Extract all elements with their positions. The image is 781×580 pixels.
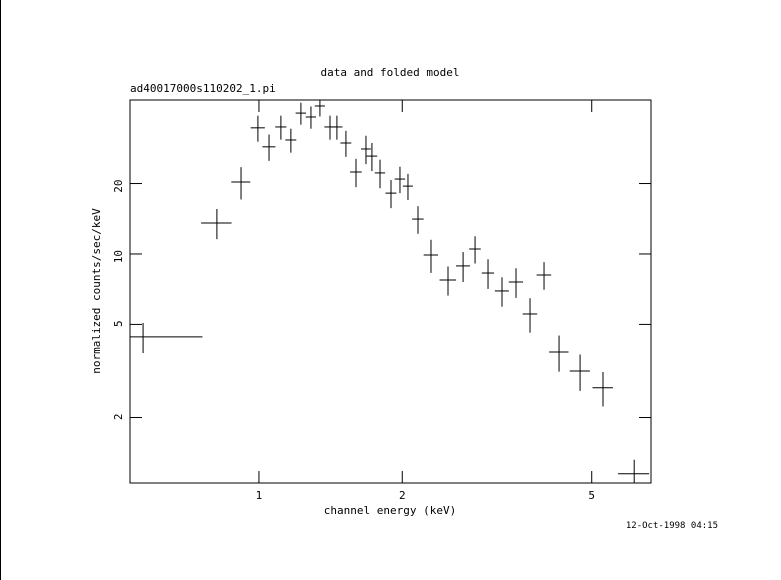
chart-title: data and folded model (320, 66, 459, 79)
y-axis-label: normalized counts/sec/keV (90, 208, 103, 374)
chart-subtitle: ad40017000s110202_1.pi (130, 82, 276, 95)
x-tick-label: 2 (399, 489, 406, 502)
marks (130, 100, 650, 483)
y-tick-label: 5 (112, 320, 125, 327)
footer-date: 12-Oct-1998 04:15 (626, 521, 718, 531)
x-tick-label: 5 (588, 489, 595, 502)
x-tick-label: 1 (256, 489, 263, 502)
y-tick-label: 2 (112, 414, 125, 421)
plot-frame (129, 99, 652, 484)
x-axis-label: channel energy (keV) (324, 504, 456, 517)
y-tick-label: 10 (112, 250, 125, 263)
y-tick-label: 20 (112, 180, 125, 193)
